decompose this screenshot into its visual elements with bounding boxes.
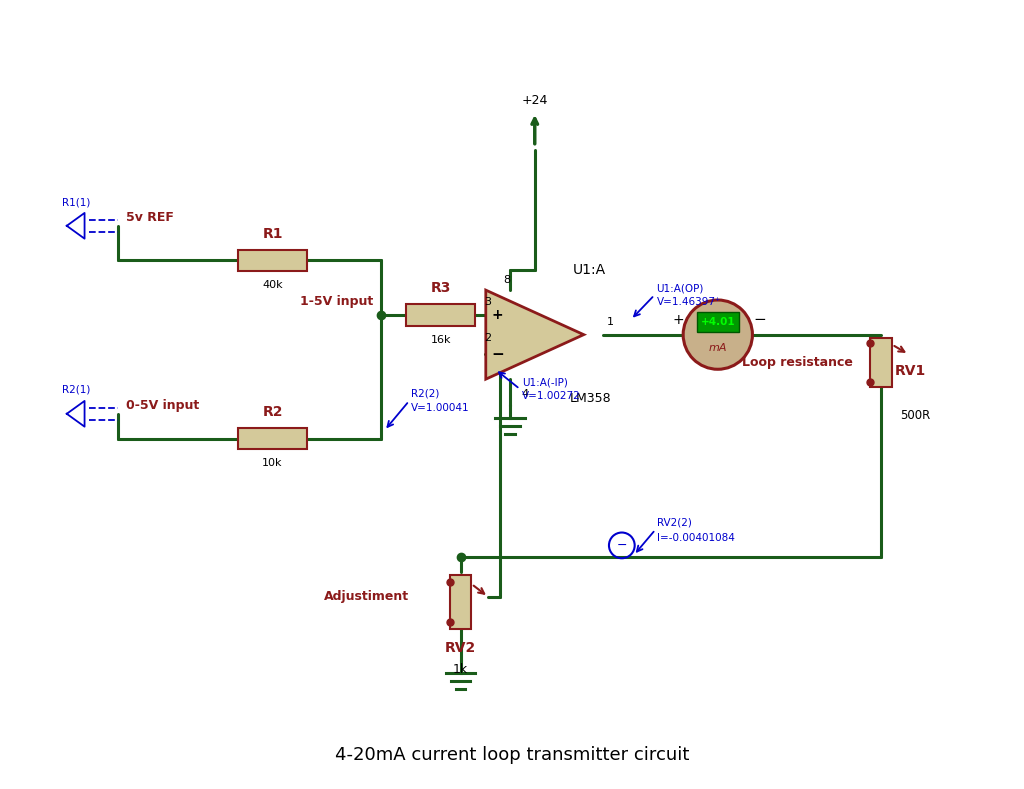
Text: 8: 8 xyxy=(504,275,511,285)
Text: I=-0.00401084: I=-0.00401084 xyxy=(657,533,735,544)
Text: U1:A(-IP): U1:A(-IP) xyxy=(522,377,567,387)
Text: V=1.00041: V=1.00041 xyxy=(411,403,470,413)
Text: R2: R2 xyxy=(262,405,283,419)
Text: +24: +24 xyxy=(521,94,548,107)
Text: −: − xyxy=(753,312,766,327)
Text: U1:A(OP): U1:A(OP) xyxy=(656,283,703,293)
Text: 1: 1 xyxy=(607,316,614,327)
Text: LM358: LM358 xyxy=(569,392,611,405)
Text: Loop resistance: Loop resistance xyxy=(742,356,853,368)
FancyBboxPatch shape xyxy=(238,249,307,271)
Text: RV2(2): RV2(2) xyxy=(657,518,692,528)
Polygon shape xyxy=(485,290,584,380)
Text: 0-5V input: 0-5V input xyxy=(126,399,200,413)
Text: −: − xyxy=(490,346,504,361)
FancyBboxPatch shape xyxy=(697,312,738,331)
Text: R1: R1 xyxy=(262,226,283,241)
Text: −: − xyxy=(616,539,627,552)
Text: R2(2): R2(2) xyxy=(411,389,439,399)
Text: 2: 2 xyxy=(483,332,490,342)
Text: +: + xyxy=(673,312,684,327)
Text: 500R: 500R xyxy=(900,409,931,422)
Text: V=1.00272: V=1.00272 xyxy=(522,391,581,401)
Text: V=1.46397⁺: V=1.46397⁺ xyxy=(656,297,721,307)
Text: 10k: 10k xyxy=(262,458,283,469)
Text: 4-20mA current loop transmitter circuit: 4-20mA current loop transmitter circuit xyxy=(335,746,689,765)
Text: 1-5V input: 1-5V input xyxy=(300,296,374,308)
Circle shape xyxy=(683,300,753,369)
Text: 4: 4 xyxy=(521,389,528,399)
Text: R3: R3 xyxy=(430,281,451,295)
FancyBboxPatch shape xyxy=(870,338,892,387)
Text: 3: 3 xyxy=(483,297,490,307)
Text: mA: mA xyxy=(709,343,727,353)
FancyBboxPatch shape xyxy=(238,428,307,450)
Text: R2(1): R2(1) xyxy=(61,385,90,395)
FancyBboxPatch shape xyxy=(407,304,475,326)
Text: U1:A: U1:A xyxy=(572,264,606,277)
Text: Adjustiment: Adjustiment xyxy=(324,590,410,604)
Text: R1(1): R1(1) xyxy=(61,197,90,207)
Text: 5v REF: 5v REF xyxy=(126,211,174,224)
Text: 1k: 1k xyxy=(453,663,468,676)
Text: +: + xyxy=(492,308,503,322)
Text: +4.01: +4.01 xyxy=(700,316,735,327)
Text: 40k: 40k xyxy=(262,280,283,290)
FancyBboxPatch shape xyxy=(450,574,471,629)
Text: 16k: 16k xyxy=(430,335,451,345)
Text: RV1: RV1 xyxy=(895,365,927,378)
Text: RV2: RV2 xyxy=(444,641,476,656)
